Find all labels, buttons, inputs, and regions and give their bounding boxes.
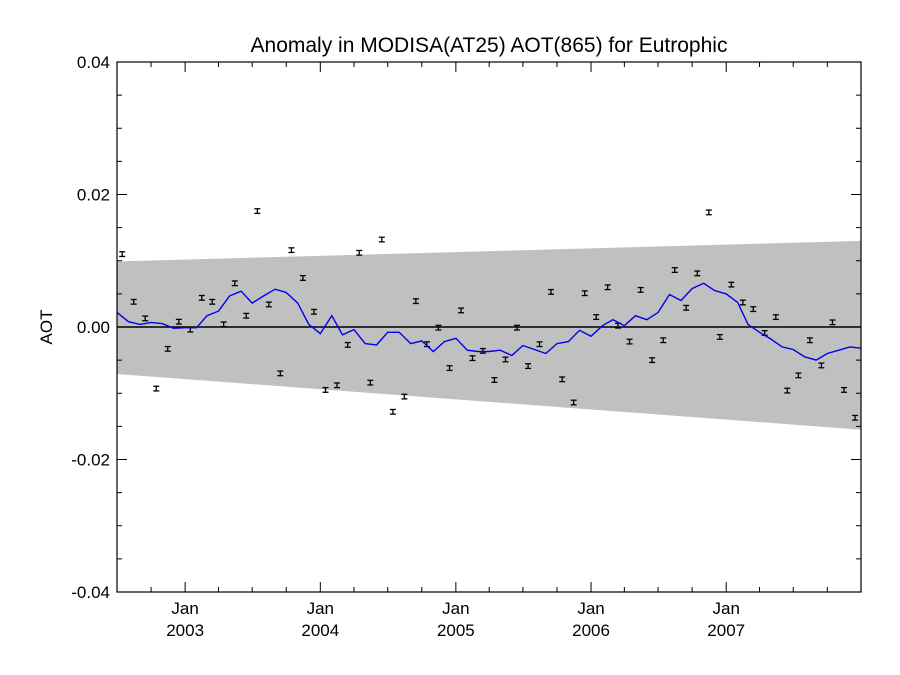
- y-axis-title: AOT: [37, 310, 56, 345]
- x-tick-label-year: 2004: [301, 621, 339, 640]
- data-point: [412, 298, 419, 305]
- data-point: [671, 267, 678, 274]
- data-point: [750, 306, 757, 313]
- data-point: [784, 387, 791, 394]
- data-point: [548, 288, 555, 295]
- data-point: [637, 286, 644, 293]
- x-tick-label-month: Jan: [442, 599, 469, 618]
- data-point: [288, 247, 295, 254]
- data-point: [491, 377, 498, 383]
- data-point: [772, 314, 779, 321]
- data-point: [333, 382, 340, 389]
- data-point: [795, 372, 802, 379]
- chart-title: Anomaly in MODISA(AT25) AOT(865) for Eut…: [251, 34, 728, 57]
- data-point: [130, 298, 137, 305]
- data-point: [852, 414, 859, 421]
- data-point: [559, 376, 566, 383]
- data-point: [513, 324, 520, 331]
- x-tick-label-year: 2005: [437, 621, 475, 640]
- data-point: [198, 294, 205, 301]
- data-point: [435, 324, 442, 331]
- data-point: [536, 341, 543, 348]
- data-point: [694, 270, 701, 277]
- data-point: [175, 318, 182, 325]
- data-point: [581, 290, 588, 297]
- y-tick-label: 0.00: [77, 318, 110, 337]
- x-tick-label-month: Jan: [577, 599, 604, 618]
- data-point: [502, 356, 509, 363]
- series-line: [116, 282, 862, 361]
- data-point: [593, 314, 600, 321]
- data-point: [142, 315, 149, 322]
- x-tick-label-month: Jan: [712, 599, 739, 618]
- data-point: [458, 307, 465, 314]
- data-point: [840, 386, 847, 393]
- data-point: [231, 280, 238, 287]
- data-point: [367, 379, 374, 386]
- data-point: [322, 386, 329, 393]
- confidence-band: [117, 240, 861, 430]
- plot-area: 0.04 0.02 0.00 -0.02 -0.04 Jan 2003 Jan 2004 Jan 2…: [71, 53, 862, 640]
- data-point: [570, 399, 577, 406]
- data-point: [356, 249, 363, 256]
- data-point: [243, 312, 250, 319]
- data-point: [806, 337, 813, 344]
- data-point: [401, 393, 408, 400]
- x-tick-label-month: Jan: [307, 599, 334, 618]
- data-point: [683, 304, 690, 311]
- data-point: [164, 345, 171, 352]
- data-point: [660, 337, 667, 344]
- data-point: [525, 363, 532, 370]
- y-tick-label: 0.02: [77, 186, 110, 205]
- data-point: [446, 365, 453, 372]
- data-point: [265, 301, 272, 308]
- y-tick-label: 0.04: [77, 53, 110, 72]
- data-point: [705, 209, 712, 216]
- data-point: [277, 370, 284, 377]
- data-point: [716, 333, 723, 340]
- data-point: [119, 251, 126, 258]
- data-point: [626, 338, 633, 345]
- y-tick-label: -0.04: [71, 583, 110, 602]
- data-point: [311, 308, 318, 315]
- data-point: [344, 341, 351, 348]
- data-point: [739, 299, 746, 306]
- data-point: [389, 408, 396, 415]
- data-point: [829, 319, 836, 326]
- y-tick-label: -0.02: [71, 451, 110, 470]
- data-point: [649, 357, 656, 364]
- x-tick-label-year: 2006: [572, 621, 610, 640]
- data-point: [728, 281, 735, 288]
- data-point: [153, 385, 160, 392]
- data-point: [818, 362, 825, 369]
- x-tick-label-year: 2007: [707, 621, 745, 640]
- data-point: [209, 298, 216, 305]
- data-point: [299, 274, 306, 281]
- x-tick-label-year: 2003: [166, 621, 204, 640]
- data-point: [254, 208, 261, 215]
- data-point: [469, 355, 476, 362]
- x-tick-label-month: Jan: [171, 599, 198, 618]
- data-point: [220, 321, 227, 328]
- data-point: [378, 236, 385, 243]
- data-point: [604, 284, 611, 291]
